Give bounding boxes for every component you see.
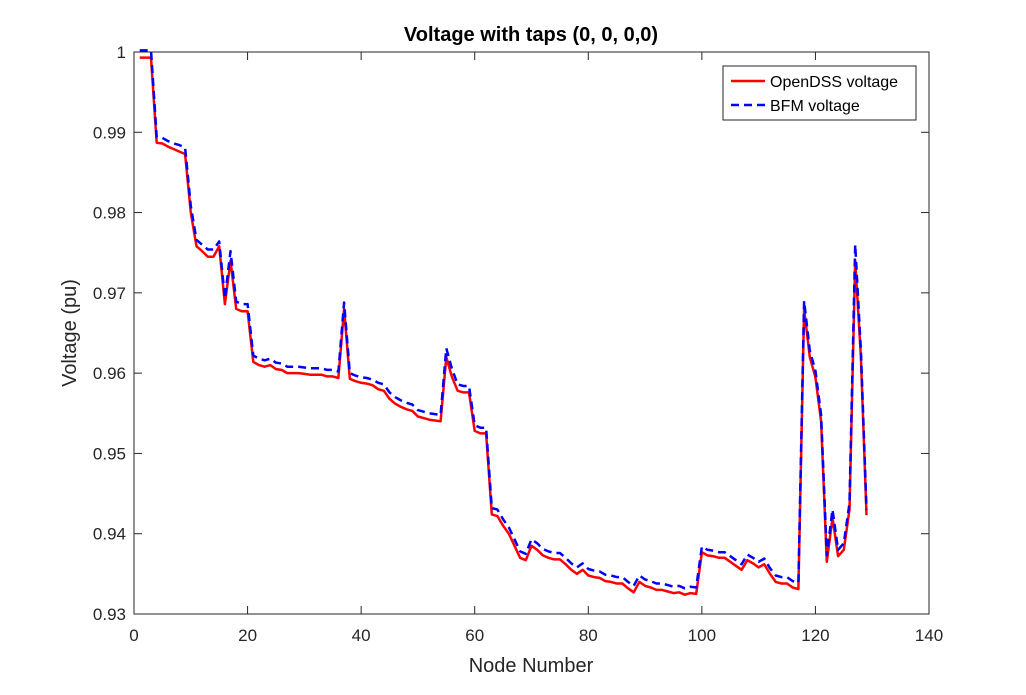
series-line-bfm-voltage (139, 49, 868, 590)
axis-ticks: 0 20 40 60 80 100 120 140 0.93 0.94 0.95 0.96 0.97 0.… (93, 43, 943, 645)
y-tick-label: 0.98 (93, 204, 126, 223)
y-tick-label: 1 (117, 43, 126, 62)
y-tick-label: 0.95 (93, 444, 126, 463)
legend-label-bfm: BFM voltage (770, 98, 860, 115)
x-tick-label: 120 (801, 626, 829, 645)
x-tick-label: 60 (465, 626, 484, 645)
plot-area (133, 51, 930, 615)
y-tick-label: 0.94 (93, 525, 126, 544)
y-tick-label: 0.96 (93, 364, 126, 383)
y-tick-label: 0.97 (93, 284, 126, 303)
x-tick-label: 40 (352, 626, 371, 645)
x-tick-label: 20 (238, 626, 257, 645)
series-lines (139, 49, 868, 596)
x-tick-label: 140 (915, 626, 943, 645)
legend-box (722, 65, 917, 121)
y-axis-label: Voltage (pu) (59, 279, 81, 387)
x-tick-label: 0 (129, 626, 138, 645)
x-tick-label: 100 (688, 626, 716, 645)
chart-title: Voltage with taps (0, 0, 0,0) (404, 24, 658, 46)
y-tick-label: 0.99 (93, 123, 126, 142)
series-line-opendss-voltage (139, 56, 868, 596)
y-tick-label: 0.93 (93, 605, 126, 624)
legend-label-opendss: OpenDSS voltage (770, 74, 898, 91)
legend: OpenDSS voltage BFM voltage (722, 65, 917, 121)
x-axis-label: Node Number (469, 655, 594, 677)
x-tick-label: 80 (579, 626, 598, 645)
